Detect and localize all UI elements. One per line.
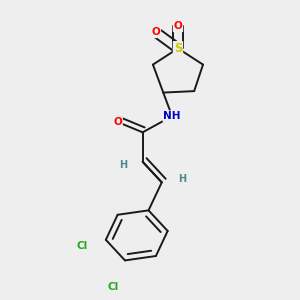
Text: O: O — [113, 117, 122, 127]
Text: O: O — [152, 27, 160, 37]
Text: S: S — [174, 42, 182, 55]
Text: NH: NH — [163, 111, 181, 121]
Text: H: H — [119, 160, 128, 170]
Text: O: O — [174, 21, 182, 31]
Text: Cl: Cl — [108, 282, 119, 292]
Text: Cl: Cl — [77, 241, 88, 251]
Text: H: H — [178, 174, 186, 184]
